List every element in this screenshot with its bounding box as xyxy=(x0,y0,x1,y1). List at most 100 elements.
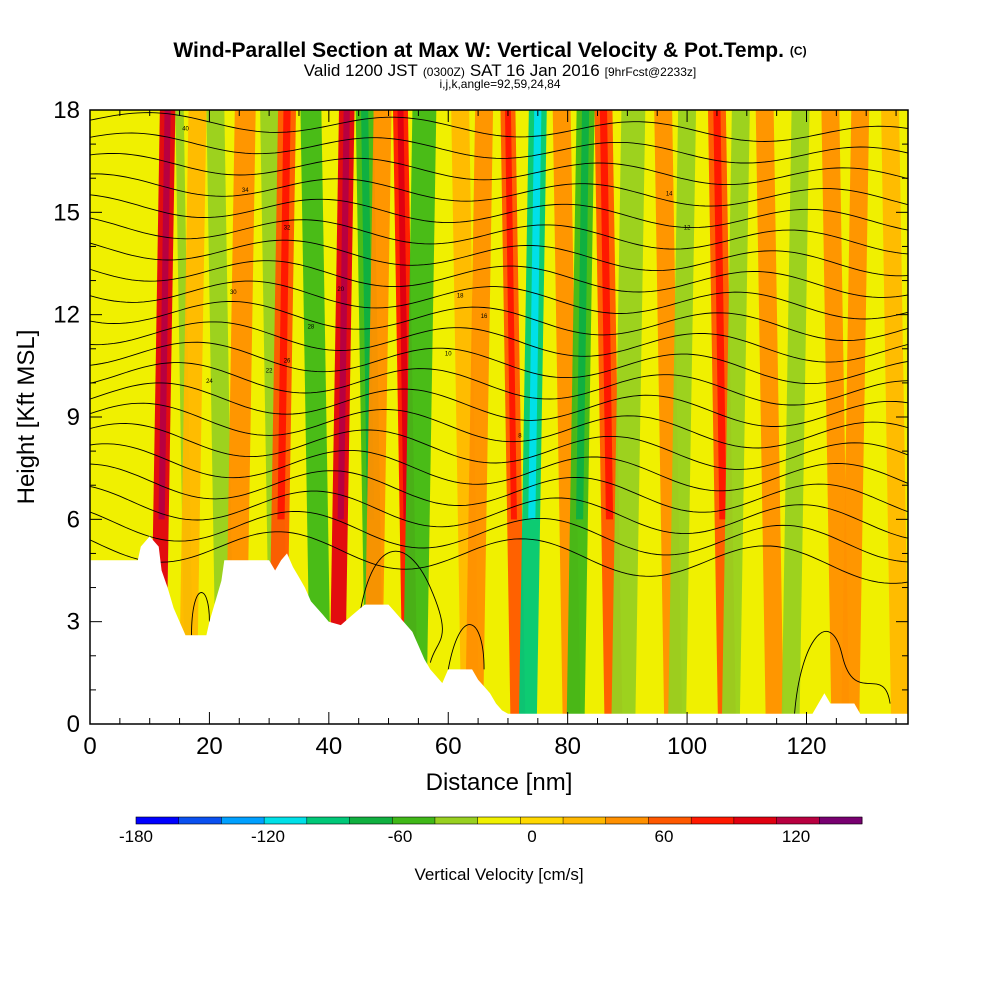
isentrope-label: 14 xyxy=(666,191,673,197)
isentrope-label: 24 xyxy=(206,379,213,385)
isentrope xyxy=(90,423,908,470)
colorbar-swatch xyxy=(306,817,351,824)
isentrope xyxy=(90,280,908,320)
colorbar-tick-label: -180 xyxy=(119,827,153,846)
isentrope xyxy=(90,112,908,142)
velocity-core xyxy=(599,110,614,520)
isentrope xyxy=(90,443,908,492)
colorbar-tick-label: 0 xyxy=(527,827,536,846)
velocity-column xyxy=(611,110,646,724)
chart-title: Wind-Parallel Section at Max W: Vertical… xyxy=(173,39,806,62)
colorbar-frame xyxy=(135,816,863,825)
colorbar-swatch xyxy=(691,817,735,824)
y-tick-label: 3 xyxy=(67,609,80,636)
velocity-core xyxy=(575,110,590,520)
velocity-field xyxy=(149,110,908,724)
isentrope xyxy=(90,173,908,207)
velocity-column xyxy=(363,110,392,724)
isentrope xyxy=(90,194,908,231)
isentrope-label: 18 xyxy=(457,294,464,300)
x-tick-label: 80 xyxy=(554,733,581,760)
isentrope xyxy=(90,362,908,406)
isentrope-label: 32 xyxy=(284,225,291,231)
isentrope-label: 10 xyxy=(445,352,452,358)
isentrope-label: 16 xyxy=(481,314,488,320)
colorbar-swatch xyxy=(733,817,778,824)
y-tick-label: 0 xyxy=(67,711,80,738)
plot-area: 40 34 32 30 28 26 24 22 20 18 16 14 12 10 8 xyxy=(90,110,908,724)
isentrope xyxy=(90,321,908,363)
isentrope xyxy=(90,382,908,427)
x-tick-label: 0 xyxy=(83,733,96,760)
colorbar-swatch xyxy=(392,817,436,824)
colorbar-swatch xyxy=(605,817,649,824)
isentrope xyxy=(90,153,908,186)
isentrope xyxy=(90,301,908,341)
y-tick-label: 15 xyxy=(53,199,80,226)
colorbar-swatch xyxy=(264,817,308,824)
isentrope-label: 22 xyxy=(266,369,273,375)
isentrope-label: 34 xyxy=(242,188,249,194)
velocity-column xyxy=(668,110,697,724)
y-axis-label: Height [Kft MSL] xyxy=(13,330,40,505)
x-tick-label: 120 xyxy=(786,733,826,760)
colorbar-swatch xyxy=(819,817,863,824)
isentrope-lines: 40 34 32 30 28 26 24 22 20 18 16 14 12 10 8 xyxy=(90,112,908,714)
velocity-core xyxy=(713,110,727,520)
chart-subtitle: Valid 1200 JST (0300Z) SAT 16 Jan 2016 [9hr… xyxy=(304,61,696,80)
velocity-column xyxy=(755,110,784,724)
colorbar-tick-label: -60 xyxy=(388,827,413,846)
velocity-column xyxy=(465,110,494,724)
isentrope xyxy=(90,217,908,255)
isentrope xyxy=(90,510,908,563)
isentrope xyxy=(90,485,908,539)
x-axis-label: Distance [nm] xyxy=(426,769,573,796)
x-tick-label: 100 xyxy=(667,733,707,760)
isentrope xyxy=(90,239,908,277)
isentrope xyxy=(191,592,210,636)
colorbar-swatch xyxy=(136,817,180,824)
colorbar-swatch xyxy=(221,817,265,824)
isentrope-label: 30 xyxy=(230,290,237,296)
y-tick-label: 12 xyxy=(53,302,80,329)
isentrope-label: 8 xyxy=(518,433,522,439)
colorbar-tick-label: 60 xyxy=(655,827,674,846)
chart-title-tag: (C) xyxy=(790,44,807,58)
velocity-column xyxy=(841,110,870,724)
velocity-column xyxy=(781,110,810,724)
colorbar-swatch xyxy=(477,817,521,824)
y-axis: 0 3 6 9 12 15 18 xyxy=(53,97,908,738)
colorbar-swatch xyxy=(178,817,222,824)
velocity-column xyxy=(178,110,207,724)
velocity-column xyxy=(721,110,750,724)
isentrope xyxy=(90,531,908,584)
isentrope xyxy=(358,550,443,663)
velocity-column xyxy=(881,110,908,724)
velocity-column xyxy=(402,110,437,724)
colorbar-swatch xyxy=(563,817,607,824)
isentrope-label: 40 xyxy=(182,126,189,132)
velocity-core xyxy=(337,110,350,520)
colorbar-label: Vertical Velocity [cm/s] xyxy=(414,865,583,884)
isentrope xyxy=(90,463,908,513)
colorbar-swatch xyxy=(434,817,479,824)
x-tick-label: 40 xyxy=(315,733,342,760)
x-axis: 0 20 40 60 80 100 120 xyxy=(83,110,897,760)
x-tick-label: 60 xyxy=(435,733,462,760)
chart-indices: i,j,k,angle=92,59,24,84 xyxy=(439,77,560,91)
y-tick-label: 9 xyxy=(67,404,80,431)
colorbar-swatch xyxy=(349,817,393,824)
velocity-column xyxy=(300,110,332,724)
colorbar-tick-label: 120 xyxy=(782,827,810,846)
isentrope xyxy=(90,341,908,385)
colorbar: -180 -120 -60 0 60 120 xyxy=(119,816,863,846)
isentrope xyxy=(794,631,891,714)
terrain xyxy=(90,536,908,724)
isentrope-label: 26 xyxy=(284,358,291,364)
colorbar-swatch xyxy=(520,817,564,824)
y-tick-label: 18 xyxy=(53,97,80,124)
x-tick-label: 20 xyxy=(196,733,223,760)
colorbar-swatch xyxy=(648,817,692,824)
velocity-core xyxy=(397,110,410,520)
